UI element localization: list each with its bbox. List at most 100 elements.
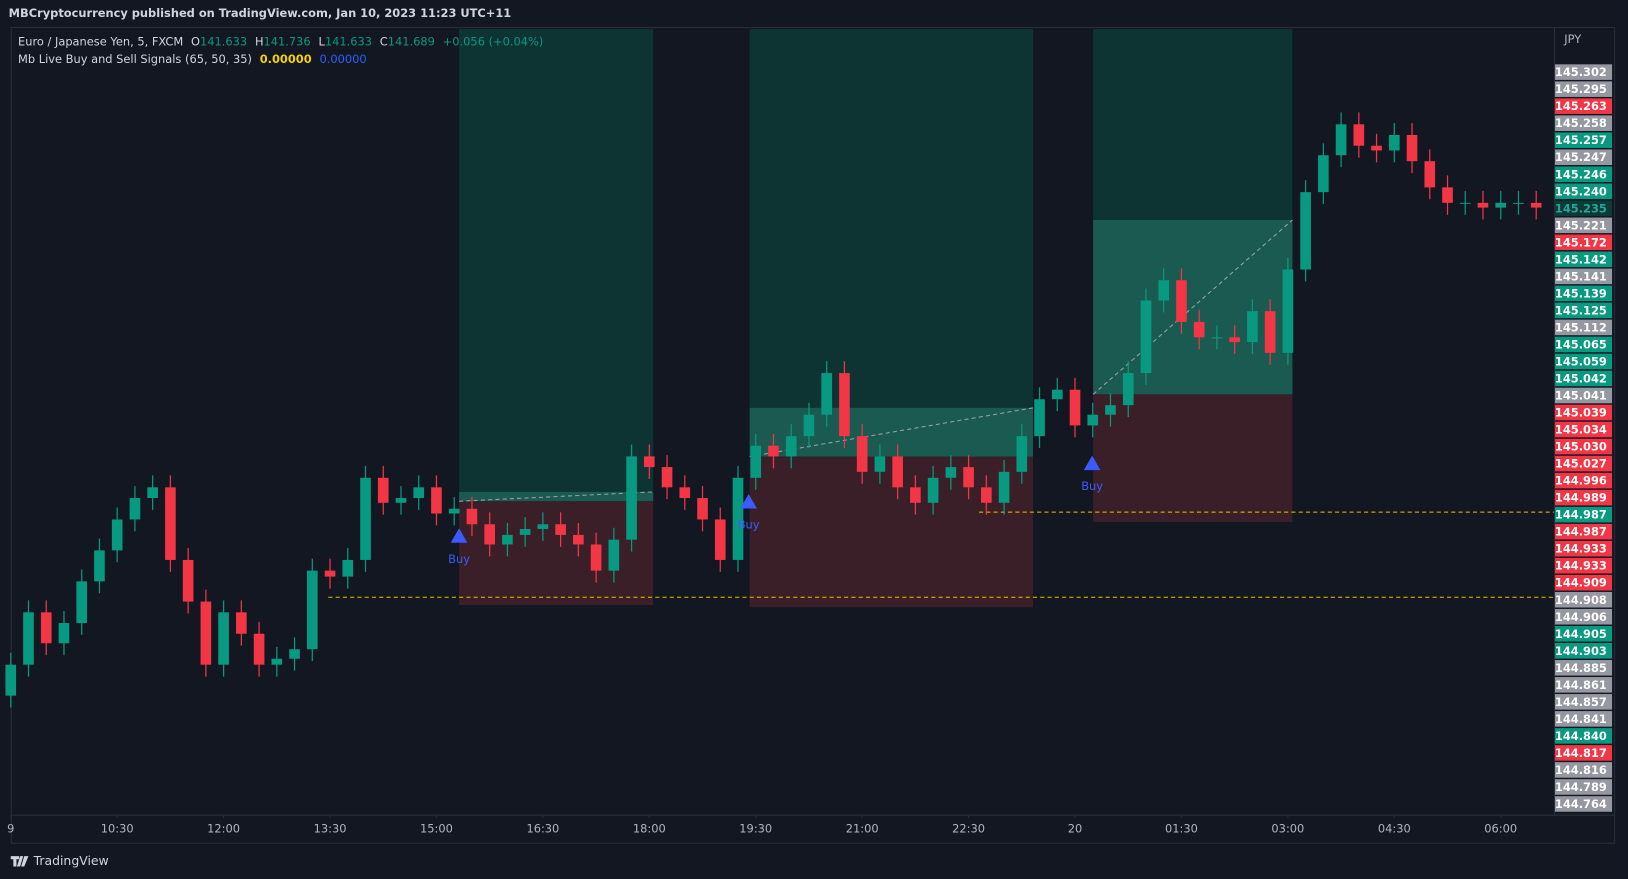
candle-body <box>927 477 939 503</box>
price-tag <box>1554 660 1613 676</box>
position-boxes <box>328 29 1554 608</box>
price-tag-label: 144.987 <box>1555 525 1607 539</box>
candle-body <box>856 436 868 472</box>
price-tag-label: 144.989 <box>1555 491 1607 505</box>
price-tag-label: 144.789 <box>1555 780 1607 794</box>
x-tick-label: 10:30 <box>101 822 134 836</box>
candle-body <box>502 534 513 545</box>
buy-arrow <box>740 493 757 509</box>
price-tag-label: 144.816 <box>1555 763 1607 777</box>
price-tag-label: 144.857 <box>1555 695 1607 709</box>
candle-body <box>981 487 992 503</box>
candle-body <box>1264 311 1276 353</box>
candle-body <box>803 414 815 437</box>
price-tag <box>1554 489 1613 506</box>
price-tag <box>1554 643 1613 659</box>
candle-body <box>1193 321 1205 338</box>
candle-body <box>910 487 921 503</box>
candle-body <box>1477 202 1489 208</box>
candle-body <box>271 658 283 665</box>
candle-body <box>23 612 34 665</box>
price-tag <box>1554 421 1613 438</box>
frame <box>10 26 1616 844</box>
price-tag <box>1554 745 1613 761</box>
price-tag <box>1554 762 1613 778</box>
candle-body <box>1122 373 1134 406</box>
candle-body <box>1371 145 1382 151</box>
candle-body <box>1051 389 1063 400</box>
candle-body <box>165 487 176 560</box>
x-axis: 9 10:30 12:00 13:30 15:00 16:30 18:00 19:30 21:0… <box>7 814 1517 836</box>
indicator-line: Mb Live Buy and Sell Signals (65, 50, 35… <box>18 52 367 66</box>
candle-body <box>324 570 336 577</box>
candle-body <box>1247 311 1258 343</box>
x-tick-label: 13:30 <box>314 822 347 836</box>
candle-body <box>1388 134 1400 151</box>
buy-arrow <box>1083 455 1101 471</box>
candle-body <box>963 467 974 488</box>
candle-body <box>342 559 354 577</box>
price-tag <box>1554 506 1613 523</box>
candle-body <box>1034 399 1045 437</box>
candle-body <box>448 508 460 514</box>
price-tag-label: 144.909 <box>1555 576 1607 590</box>
candle-body <box>945 467 957 478</box>
price-tag <box>1554 625 1613 642</box>
brand: TradingView <box>33 853 109 868</box>
ohlc-key: C <box>380 34 388 48</box>
x-tick-label: 18:00 <box>633 822 666 836</box>
candle-body <box>360 477 371 560</box>
ohlc-key: H <box>255 34 264 48</box>
price-tag <box>1554 574 1613 591</box>
price-tag <box>1554 455 1613 472</box>
price-tag <box>1554 540 1613 557</box>
candle-body <box>1016 436 1028 472</box>
price-tag-label: 145.112 <box>1555 320 1607 334</box>
candle-body <box>608 539 620 571</box>
candle-body <box>839 373 850 437</box>
price-tag-label: 144.764 <box>1555 797 1607 811</box>
candle-body <box>821 373 833 415</box>
price-tag-label: 145.221 <box>1555 218 1607 232</box>
price-tag <box>1554 319 1613 336</box>
price-tag-label: 145.030 <box>1555 440 1607 454</box>
price-tag-label: 144.908 <box>1555 593 1607 607</box>
candle-body <box>236 612 247 634</box>
candle-body <box>1211 337 1223 339</box>
candle-body <box>1513 202 1524 204</box>
footer: TradingView <box>10 853 109 868</box>
candle-body <box>1424 161 1436 188</box>
price-tag <box>1554 234 1613 251</box>
x-tick-label: 03:00 <box>1271 822 1304 836</box>
candle-body <box>661 467 673 488</box>
price-tag-label: 145.258 <box>1555 116 1607 130</box>
candle-body <box>714 519 726 560</box>
candle-body <box>1105 405 1116 415</box>
candle-body <box>892 456 903 488</box>
ohlc-value: 141.633 <box>200 34 247 48</box>
ohlc-value: 141.689 <box>388 34 435 48</box>
profit-zone <box>749 29 1033 457</box>
ohlc-value: 141.633 <box>325 34 372 48</box>
price-tag-label: 145.295 <box>1555 82 1607 96</box>
ohlc-key: L <box>318 34 325 48</box>
candle-body <box>76 581 88 624</box>
price-tag-label: 145.142 <box>1555 252 1607 266</box>
x-tick-label: 01:30 <box>1165 822 1198 836</box>
price-tag <box>1554 268 1613 285</box>
candle-body <box>306 570 318 650</box>
candle-body <box>1530 202 1542 208</box>
price-tag-label: 144.905 <box>1555 627 1607 641</box>
price-tag-label: 144.840 <box>1555 729 1607 743</box>
price-tag <box>1554 81 1613 97</box>
logo <box>10 856 29 867</box>
price-tag <box>1554 728 1613 744</box>
candle-body <box>573 534 584 545</box>
price-tag <box>1554 98 1613 114</box>
price-tag <box>1554 591 1613 608</box>
price-tag-label: 144.987 <box>1555 508 1607 522</box>
signal-label: Buy <box>448 552 470 566</box>
price-tag <box>1554 387 1613 404</box>
candle-body <box>590 544 602 571</box>
